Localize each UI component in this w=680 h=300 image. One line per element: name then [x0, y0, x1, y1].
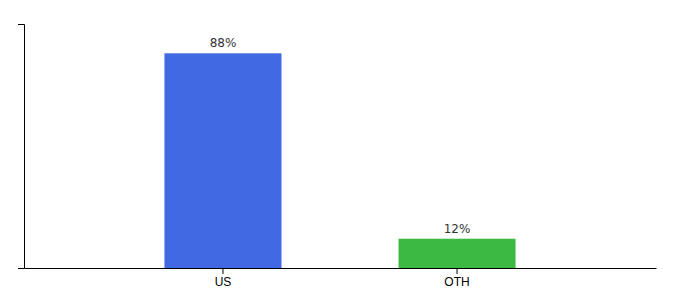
data-label: 88% [210, 36, 237, 50]
x-axis-line [25, 268, 657, 269]
x-tick-label: OTH [444, 275, 469, 289]
bars [164, 53, 515, 268]
y-axis-line [18, 25, 25, 269]
data-label: 12% [444, 222, 471, 236]
bar [164, 53, 281, 268]
x-tick-mark [222, 268, 223, 274]
y-axis [18, 25, 25, 269]
plot: US OTH 88% 12% [18, 25, 657, 289]
chart-container: US OTH 88% 12% [0, 0, 680, 300]
x-tick-mark [457, 268, 458, 274]
x-axis: US OTH [25, 268, 657, 289]
x-tick: US [215, 268, 232, 289]
bar [399, 239, 516, 268]
x-tick-label: US [215, 275, 232, 289]
data-labels: 88% 12% [210, 36, 471, 235]
chart-svg: US OTH 88% 12% [0, 0, 680, 300]
x-tick: OTH [444, 268, 469, 289]
